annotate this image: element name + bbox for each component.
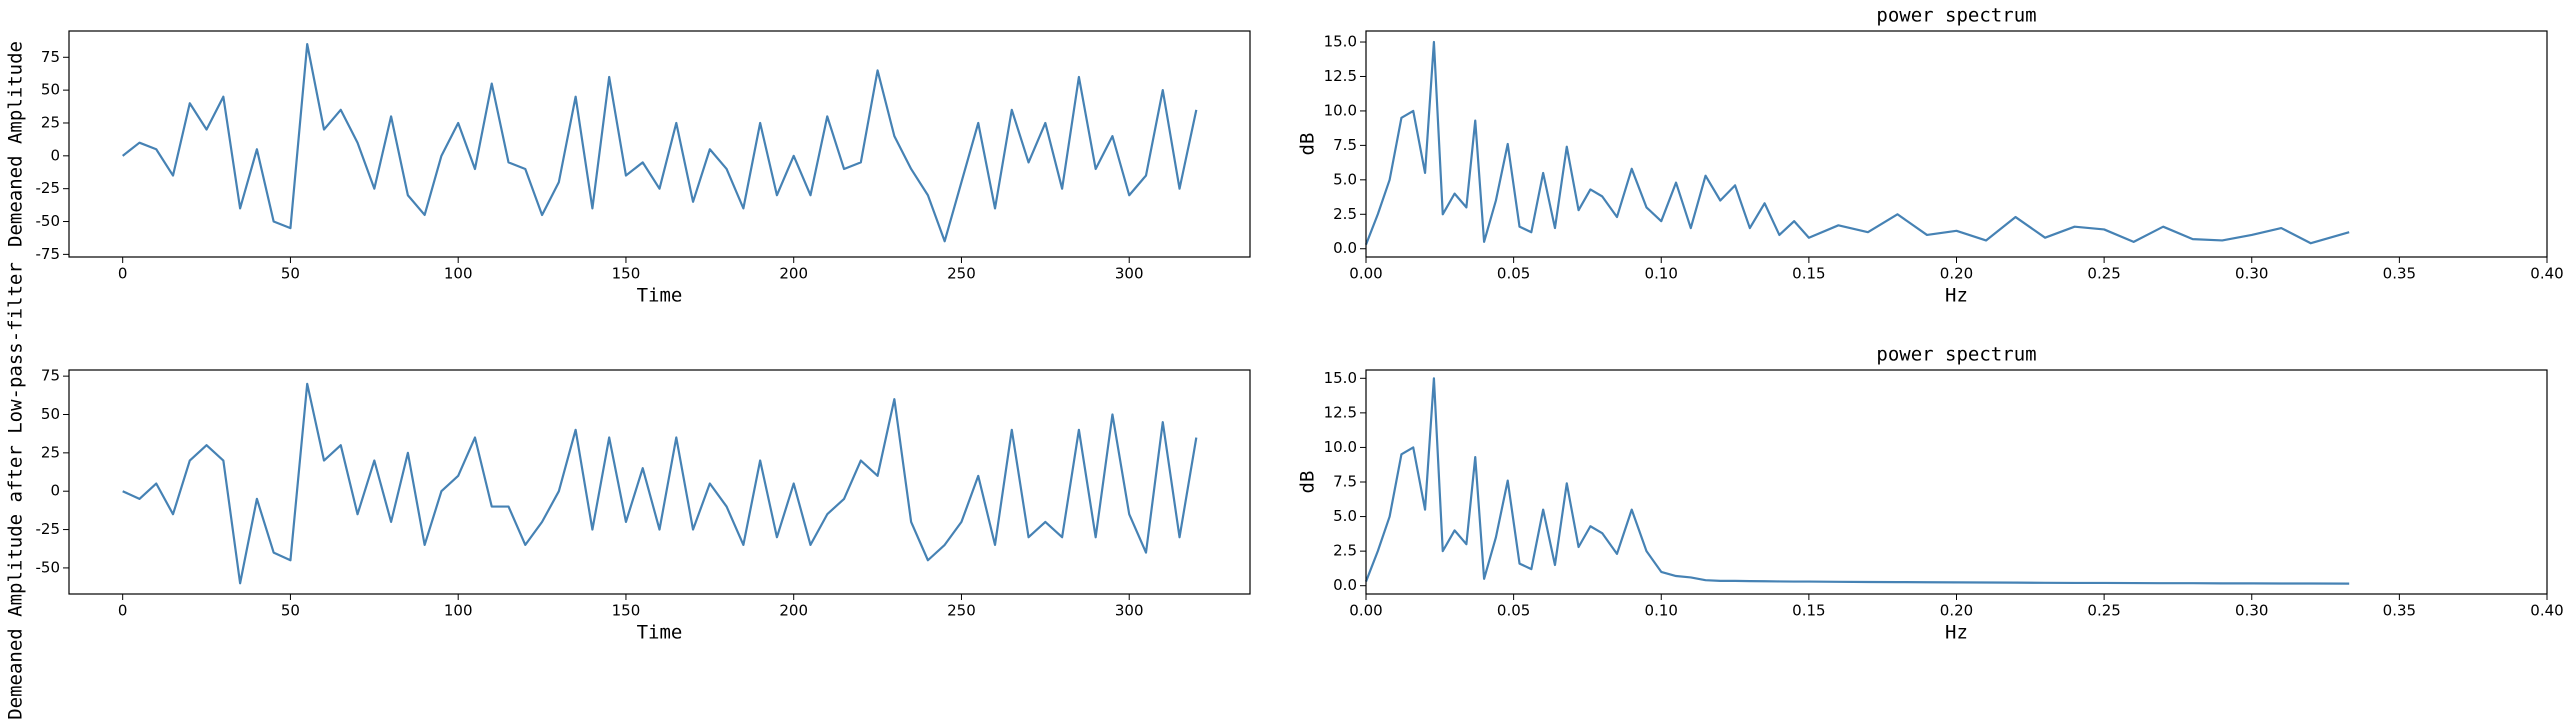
x-tick-label: 0.10 [1645,265,1678,283]
x-tick-label: 0.05 [1497,265,1530,283]
x-tick-label: 250 [947,602,976,620]
y-axis-label: dB [1297,133,1319,156]
x-tick-label: 300 [1115,602,1144,620]
x-tick-label: 50 [281,602,300,620]
x-axis-label: Time [637,622,683,644]
y-tick-label: 7.5 [1333,473,1357,491]
y-tick-label: 12.5 [1324,403,1357,421]
x-tick-label: 0.30 [2235,265,2268,283]
data-line [1364,40,2350,245]
y-axis-label: Demeaned Amplitude after Low-pass-filter [5,262,27,720]
y-tick-label: 10.0 [1324,438,1357,456]
axes-frame [1365,369,2548,595]
data-line [1364,377,2350,585]
x-tick-label: 0.00 [1349,602,1382,620]
x-tick-label: 50 [281,265,300,283]
x-tick-label: 100 [444,265,473,283]
y-axis-label: Demeaned Amplitude [5,41,27,247]
axes-frame [68,369,1251,595]
y-tick-label: 0.0 [1333,576,1357,594]
axes-frame [1365,30,2548,258]
y-tick-label: 5.0 [1333,170,1357,188]
y-tick-label: 50 [41,81,60,99]
y-tick-label: 15.0 [1324,369,1357,387]
y-tick-label: -50 [36,558,61,576]
x-tick-label: 150 [612,602,641,620]
x-tick-label: 0.15 [1792,265,1825,283]
x-tick-label: 0.30 [2235,602,2268,620]
x-tick-label: 0.05 [1497,602,1530,620]
y-tick-label: 25 [41,113,60,131]
x-tick-label: 0.25 [2087,602,2120,620]
x-tick-label: 200 [779,265,808,283]
x-tick-label: 0.15 [1792,602,1825,620]
data-line [122,43,1198,243]
x-tick-label: 0.00 [1349,265,1382,283]
x-tick-label: 0.35 [2383,602,2416,620]
y-tick-label: -25 [36,179,61,197]
x-tick-label: 0.35 [2383,265,2416,283]
y-tick-label: 25 [41,443,60,461]
x-tick-label: 0.20 [1940,265,1973,283]
x-tick-label: 200 [779,602,808,620]
x-tick-label: 0.20 [1940,602,1973,620]
x-tick-label: 0 [118,602,128,620]
x-tick-label: 0.10 [1645,602,1678,620]
y-tick-label: 0 [50,146,60,164]
x-tick-label: 250 [947,265,976,283]
x-tick-label: 0.40 [2530,265,2563,283]
x-tick-label: 100 [444,602,473,620]
y-tick-label: 2.5 [1333,542,1357,560]
x-tick-label: 300 [1115,265,1144,283]
y-tick-label: 10.0 [1324,101,1357,119]
x-axis-label: Hz [1945,285,1968,307]
y-tick-label: 75 [41,367,60,385]
chart-title: power spectrum [1876,344,2036,366]
axes-frame [68,30,1251,258]
data-line [122,382,1198,585]
x-axis-label: Time [637,285,683,307]
y-tick-label: -75 [36,245,61,263]
x-tick-label: 0 [118,265,128,283]
x-axis-label: Hz [1945,622,1968,644]
y-tick-label: 5.0 [1333,507,1357,525]
x-tick-label: 0.25 [2087,265,2120,283]
y-tick-label: 15.0 [1324,33,1357,51]
y-tick-label: 50 [41,405,60,423]
y-tick-label: 75 [41,48,60,66]
chart-title: power spectrum [1876,5,2036,27]
y-tick-label: -50 [36,212,61,230]
y-tick-label: 7.5 [1333,136,1357,154]
y-axis-label: dB [1297,471,1319,494]
y-tick-label: 12.5 [1324,67,1357,85]
y-tick-label: 0 [50,482,60,500]
x-tick-label: 0.40 [2530,602,2563,620]
y-tick-label: 2.5 [1333,205,1357,223]
y-tick-label: -25 [36,520,61,538]
x-tick-label: 150 [612,265,641,283]
y-tick-label: 0.0 [1333,239,1357,257]
